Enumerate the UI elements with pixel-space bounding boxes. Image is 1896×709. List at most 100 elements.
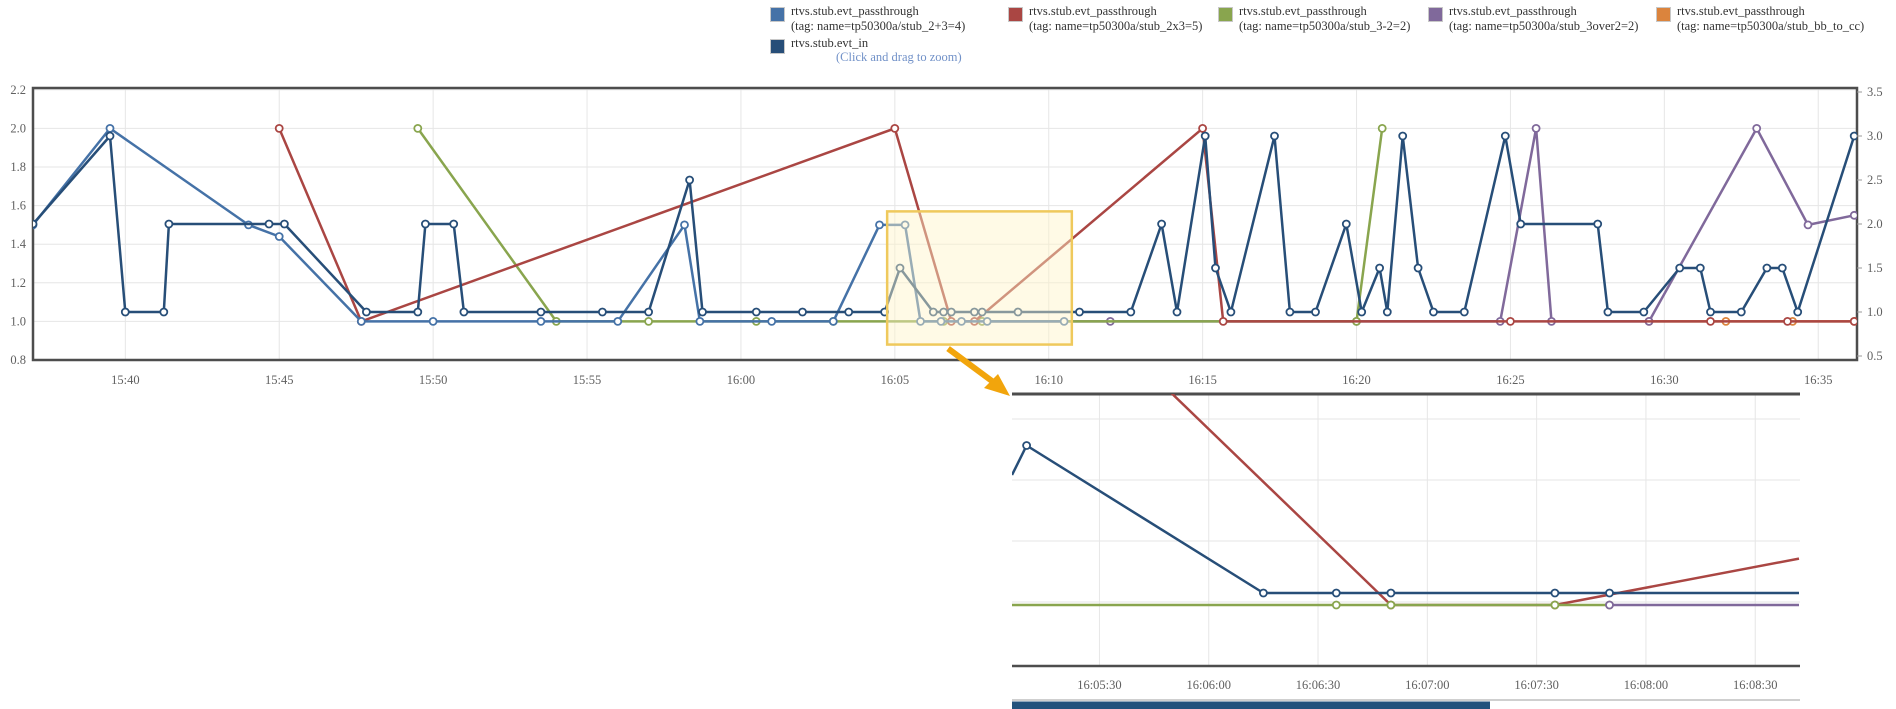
data-point-marker <box>428 316 438 326</box>
legend-item-3[interactable]: rtvs.stub.evt_passthrough (tag: name=tp5… <box>1428 4 1638 33</box>
data-point-marker <box>459 307 469 317</box>
data-point-marker <box>159 307 169 317</box>
x-tick-label: 16:25 <box>1496 373 1524 387</box>
zoom-hint-text: (Click and drag to zoom) <box>836 50 962 64</box>
data-point-marker <box>1398 131 1408 141</box>
data-point-marker <box>982 316 992 326</box>
main-series-group <box>33 123 1857 326</box>
x-tick-label: 16:07:30 <box>1514 678 1558 692</box>
data-point-marker <box>1605 600 1614 610</box>
left-axis-label: 1.0 <box>10 314 26 328</box>
data-point-marker <box>1200 131 1210 141</box>
data-point-marker <box>1849 210 1857 220</box>
legend-series-name: rtvs.stub.evt_passthrough <box>1029 4 1157 18</box>
zoom-highlight-box[interactable] <box>885 210 1074 346</box>
data-point-marker <box>1803 220 1813 230</box>
x-tick-label: 15:55 <box>573 373 601 387</box>
data-point-marker <box>1377 123 1387 133</box>
x-tick-label: 15:50 <box>419 373 447 387</box>
navigator-bar[interactable] <box>1012 701 1490 709</box>
data-point-marker <box>1218 316 1228 326</box>
data-point-marker <box>1736 307 1746 317</box>
right-axis-label: 3.5 <box>1867 85 1883 99</box>
legend-series-name: rtvs.stub.evt_passthrough <box>1449 4 1577 18</box>
data-point-marker <box>361 307 371 317</box>
right-axis-label: 3.0 <box>1867 129 1883 143</box>
x-tick-label: 16:20 <box>1342 373 1370 387</box>
data-point-marker <box>1059 316 1069 326</box>
left-axis-label: 1.8 <box>10 160 26 174</box>
data-point-marker <box>1783 316 1792 326</box>
data-point-marker <box>680 220 689 230</box>
data-point-marker <box>1386 588 1396 598</box>
data-point-marker <box>420 219 430 229</box>
data-point-marker <box>279 219 289 229</box>
legend-item-5[interactable]: rtvs.stub.evt_in <box>770 36 868 54</box>
data-point-marker <box>1413 263 1423 273</box>
data-point-marker <box>946 307 956 317</box>
data-point-marker <box>828 316 838 326</box>
x-tick-label: 15:40 <box>111 373 139 387</box>
data-point-marker <box>413 123 423 133</box>
legend-series-name: rtvs.stub.evt_in <box>791 36 869 50</box>
legend-swatch <box>1008 7 1023 22</box>
legend-series-tag: (tag: name=tp50300a/stub_bb_to_cc) <box>1677 18 1865 33</box>
data-point-marker <box>1500 131 1510 141</box>
zoom-arrow-shaft <box>946 346 998 387</box>
data-point-marker <box>1793 307 1803 317</box>
data-point-marker <box>1752 123 1762 133</box>
x-tick-label: 16:35 <box>1804 373 1832 387</box>
data-point-marker <box>1172 307 1182 317</box>
data-point-marker <box>1459 307 1469 317</box>
data-point-marker <box>1762 263 1772 273</box>
data-point-marker <box>1849 317 1857 326</box>
data-point-marker <box>274 123 284 133</box>
data-point-marker <box>644 307 653 317</box>
legend-item-1[interactable]: rtvs.stub.evt_passthrough (tag: name=tp5… <box>1008 4 1202 33</box>
data-point-marker <box>751 307 761 317</box>
right-axis-label: 1.5 <box>1867 261 1883 275</box>
x-tick-label: 16:06:30 <box>1296 678 1340 692</box>
data-point-marker <box>928 307 938 317</box>
data-point-marker <box>598 307 607 317</box>
data-point-marker <box>1331 600 1341 610</box>
x-tick-label: 16:08:00 <box>1624 678 1668 692</box>
data-point-marker <box>1270 131 1279 141</box>
legend-swatch <box>1656 7 1671 22</box>
left-axis-label: 2.2 <box>10 83 26 97</box>
data-point-marker <box>1198 123 1207 133</box>
data-point-marker <box>1603 307 1613 317</box>
data-point-marker <box>1849 131 1857 141</box>
inset-chart: 16:05:30 16:06:00 16:06:30 16:07:00 16:07:30… <box>1012 392 1800 692</box>
data-point-marker <box>1550 588 1560 598</box>
inset-plot-area[interactable] <box>1012 394 1800 666</box>
legend-series-tag: (tag: name=tp50300a/stub_3-2=2) <box>1239 18 1411 33</box>
data-point-marker <box>890 123 900 133</box>
legend-series-name: rtvs.stub.evt_passthrough <box>1239 4 1367 18</box>
data-point-marker <box>698 307 707 317</box>
legend-item-0[interactable]: rtvs.stub.evt_passthrough (tag: name=tp5… <box>770 4 965 33</box>
legend-item-2[interactable]: rtvs.stub.evt_passthrough (tag: name=tp5… <box>1218 4 1410 33</box>
data-point-marker <box>875 220 884 230</box>
data-point-marker <box>1382 307 1392 317</box>
x-tick-label: 16:10 <box>1034 373 1062 387</box>
data-point-marker <box>1593 219 1603 229</box>
data-point-marker <box>264 219 274 229</box>
data-point-marker <box>105 131 115 141</box>
left-axis-label: 0.8 <box>10 353 26 367</box>
x-tick-label: 16:08:30 <box>1733 678 1777 692</box>
left-axis-label: 1.6 <box>10 199 26 213</box>
data-point-marker <box>1550 600 1560 610</box>
data-point-marker <box>895 263 905 273</box>
data-point-marker <box>1357 307 1367 317</box>
zoom-arrow-head <box>984 374 1010 396</box>
legend-item-4[interactable]: rtvs.stub.evt_passthrough (tag: name=tp5… <box>1656 4 1864 33</box>
data-point-marker <box>1375 263 1384 273</box>
right-axis-label: 2.5 <box>1867 173 1883 187</box>
data-point-marker <box>413 307 423 317</box>
right-axis-label: 0.5 <box>1867 349 1883 363</box>
data-point-marker <box>1706 307 1715 317</box>
legend-swatch <box>1428 7 1443 22</box>
main-chart: 15:40 15:45 15:50 15:55 16:00 16:05 16:10 16:15… <box>10 83 1883 396</box>
